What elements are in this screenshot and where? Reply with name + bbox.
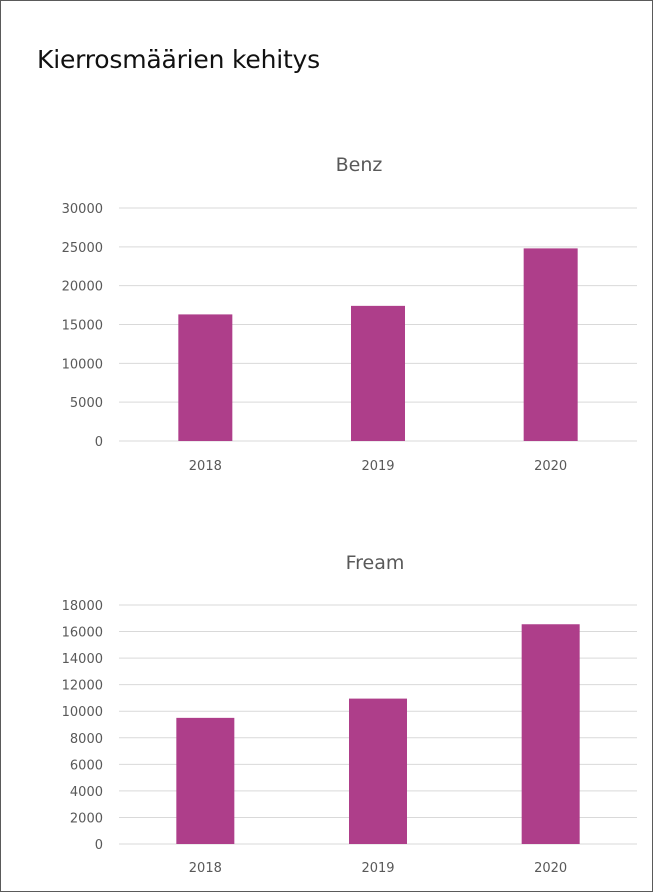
bar-2020	[521, 624, 580, 844]
fream-chart-svg: Fream 0 2000 4000 6000 8000 10000 12000 14000 16…	[62, 552, 637, 876]
y-tick-label: 0	[95, 435, 103, 450]
y-tick-label: 12000	[62, 679, 103, 694]
x-axis-ticks: 2018 2019 2020	[189, 861, 567, 876]
fream-chart: Fream 0 2000 4000 6000 8000 10000 12000 14000 16…	[1, 539, 653, 879]
bar-2020	[523, 248, 578, 441]
y-tick-label: 0	[95, 838, 103, 853]
bar-2019	[349, 698, 407, 844]
benz-chart-svg: Benz 0 5000 10000 15000 20000 25000 30000 2018…	[62, 154, 637, 474]
y-tick-label: 2000	[70, 811, 103, 826]
page-title: Kierrosmäärien kehitys	[37, 45, 320, 74]
bars	[176, 624, 580, 844]
bar-2018	[176, 717, 235, 844]
benz-chart: Benz 0 5000 10000 15000 20000 25000 30000 2018…	[1, 141, 653, 481]
y-tick-label: 16000	[62, 626, 103, 641]
chart-title: Fream	[346, 552, 405, 574]
y-tick-label: 10000	[62, 705, 103, 720]
y-tick-label: 6000	[70, 758, 103, 773]
y-tick-label: 8000	[70, 732, 103, 747]
y-tick-label: 25000	[62, 241, 103, 256]
y-axis-ticks: 0 5000 10000 15000 20000 25000 30000	[62, 202, 103, 450]
chart-title: Benz	[336, 154, 383, 176]
y-tick-label: 20000	[62, 280, 103, 295]
y-tick-label: 14000	[62, 652, 103, 667]
y-tick-label: 5000	[70, 396, 103, 411]
bar-2019	[351, 305, 405, 441]
x-tick-label: 2018	[189, 861, 222, 876]
y-tick-label: 15000	[62, 319, 103, 334]
x-tick-label: 2019	[361, 459, 394, 474]
y-tick-label: 18000	[62, 599, 103, 614]
x-tick-label: 2018	[189, 459, 222, 474]
x-tick-label: 2020	[534, 459, 567, 474]
x-tick-label: 2020	[534, 861, 567, 876]
bar-2018	[178, 314, 233, 441]
y-tick-label: 30000	[62, 202, 103, 217]
bars	[178, 248, 578, 441]
x-tick-label: 2019	[361, 861, 394, 876]
x-axis-ticks: 2018 2019 2020	[189, 459, 567, 474]
y-tick-label: 10000	[62, 357, 103, 372]
y-tick-label: 4000	[70, 785, 103, 800]
y-axis-ticks: 0 2000 4000 6000 8000 10000 12000 14000 16000 180…	[62, 599, 103, 853]
